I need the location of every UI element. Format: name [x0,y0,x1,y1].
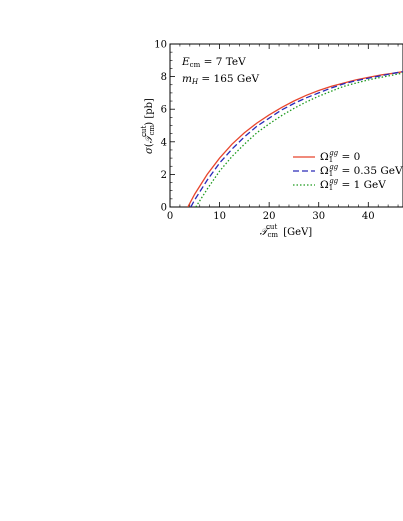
x-tick-label: 10 [213,211,226,222]
y-axis-label: σ(𝒯cmcut) [pb] [140,98,156,154]
legend-label-2: Ω1gg = 0.35 GeV [320,163,403,178]
x-tick-label: 20 [263,211,276,222]
y-tick-label: 6 [161,105,167,116]
y-tick-label: 8 [161,72,167,83]
x-tick-label: 40 [362,211,375,222]
series-line-3 [195,72,403,207]
y-tick-label: 2 [161,170,167,181]
y-tick-label: 10 [154,40,167,51]
series-line-1 [187,71,403,207]
annotation-mass: mH = 165 GeV [182,73,260,86]
x-tick-label: 0 [167,211,173,222]
x-tick-label: 30 [312,211,325,222]
legend-label-3: Ω1gg = 1 GeV [320,177,386,192]
y-tick-label: 4 [161,137,167,148]
legend-label-1: Ω1gg = 0 [320,149,360,164]
y-tick-label: 0 [161,203,167,214]
series-line-2 [190,71,403,207]
plot-area: 0 10 20 30 40 0 2 4 6 8 10 [154,40,403,222]
x-axis-label: 𝒯cmcut [GeV] [260,223,313,239]
annotation-energy: Ecm = 7 TeV [181,56,246,69]
